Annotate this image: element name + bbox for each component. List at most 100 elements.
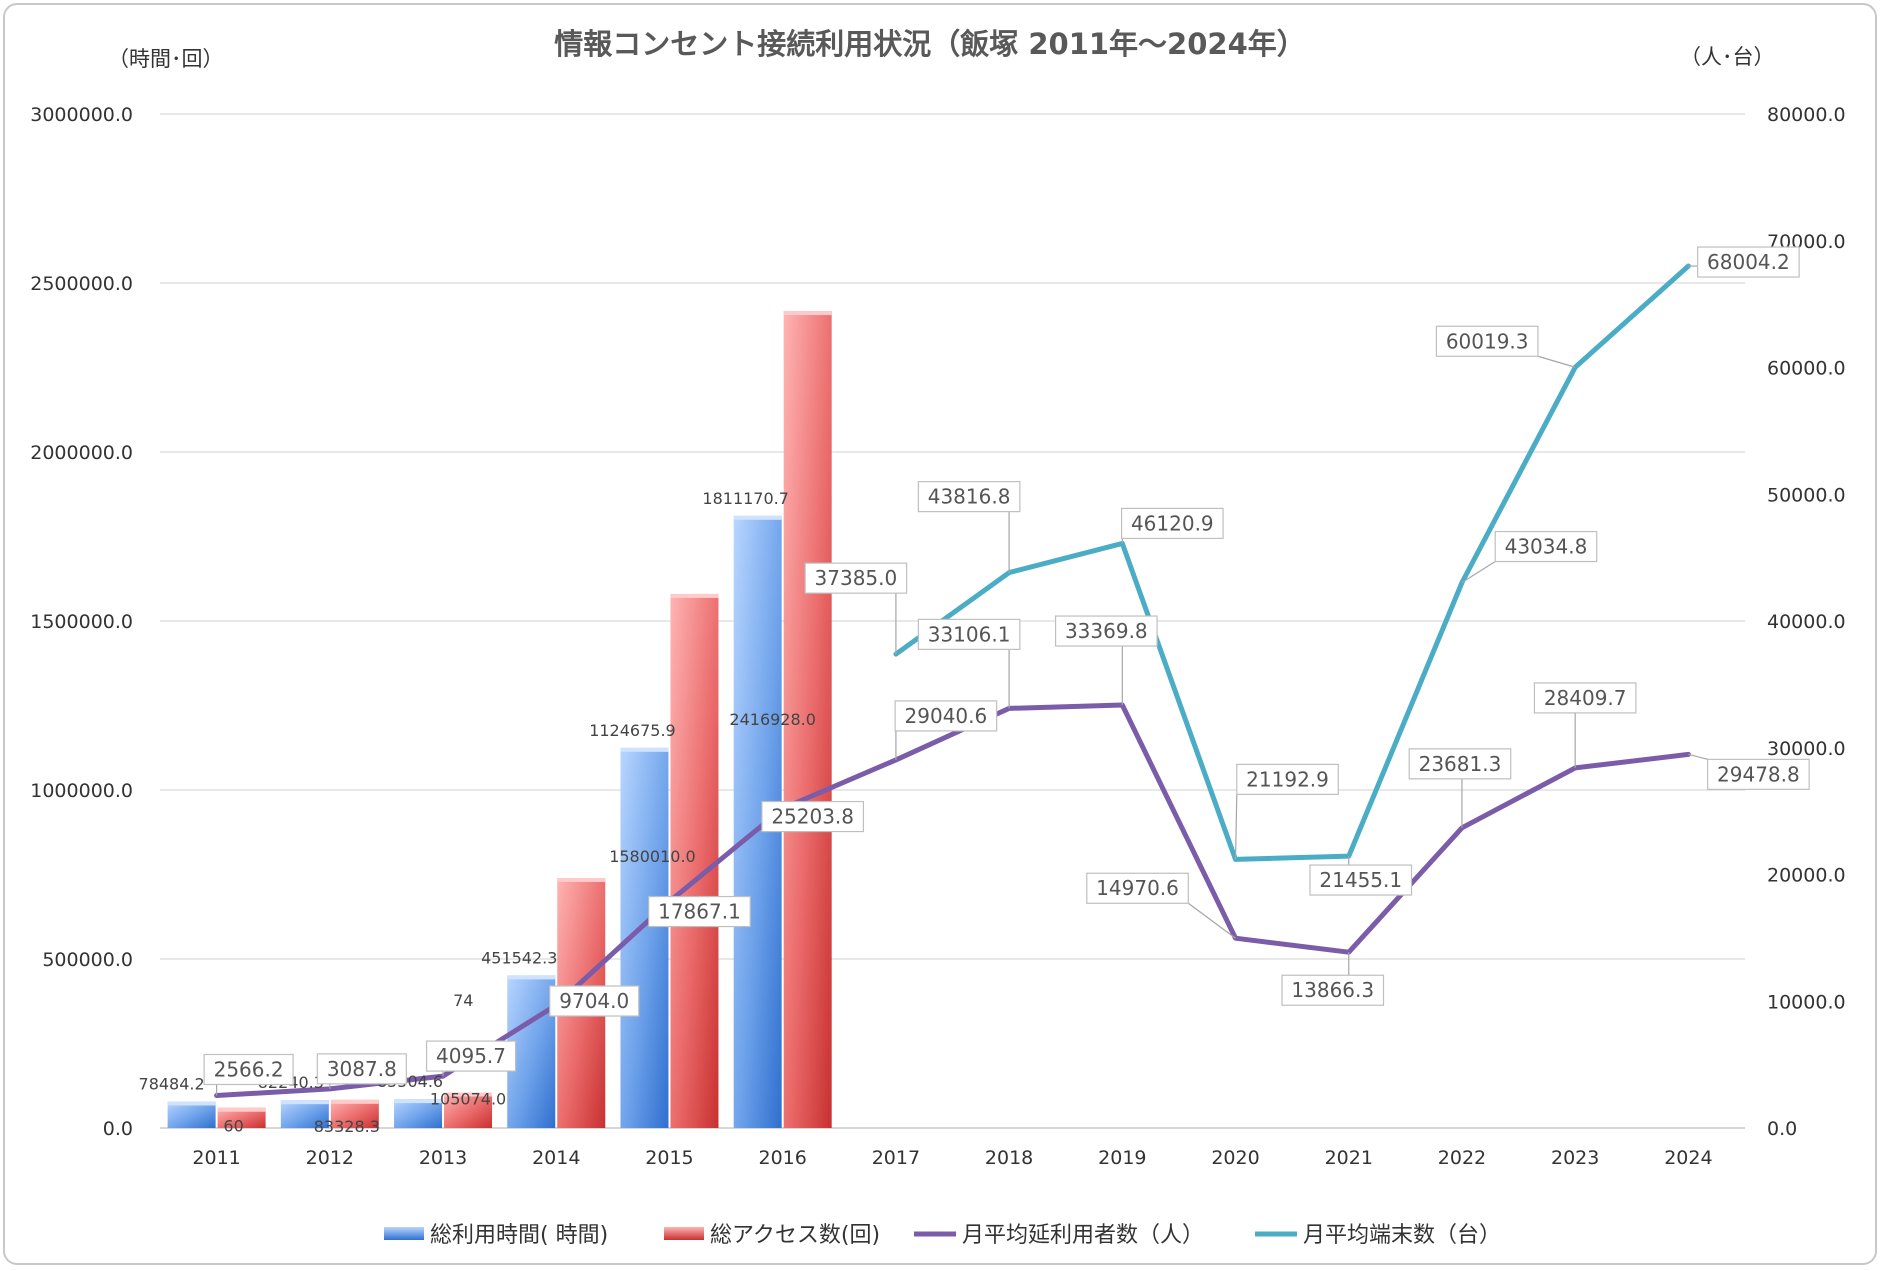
legend-label-monthly-terminals: 月平均端末数（台） xyxy=(1303,1223,1501,1248)
callout-box xyxy=(917,618,1021,650)
callout-box xyxy=(894,700,998,732)
bar-total-hours xyxy=(280,1100,329,1128)
callout-box xyxy=(1408,748,1512,780)
legend-swatch-total-access xyxy=(664,1227,704,1240)
bar-data-label: 74 xyxy=(453,991,473,1010)
x-tick-label: 2022 xyxy=(1438,1147,1486,1169)
bar-series xyxy=(167,311,832,1128)
line-monthly-terminals xyxy=(893,263,1691,862)
x-tick-label: 2020 xyxy=(1211,1147,1259,1169)
bar-top-highlight xyxy=(330,1099,379,1104)
callout-box xyxy=(648,895,751,928)
line-data-label: 21192.9 xyxy=(1246,767,1329,791)
x-tick-label: 2019 xyxy=(1098,1147,1146,1169)
line-data-label: 23681.3 xyxy=(1419,752,1502,776)
bar-data-label: 83328.3 xyxy=(314,1117,380,1136)
line-data-label: 33106.1 xyxy=(928,622,1011,646)
legend-label-total-access: 総アクセス数(回) xyxy=(710,1223,880,1248)
x-tick-label: 2015 xyxy=(645,1147,693,1169)
bar-data-label: 1580010.0 xyxy=(609,847,696,866)
callout-box xyxy=(804,562,908,594)
line-data-label: 29478.8 xyxy=(1717,762,1800,786)
right-axis-ticks: 0.0 10000.0 20000.0 30000.0 40000.0 50000.0 60… xyxy=(1767,104,1846,1140)
line-data-label: 2566.2 xyxy=(214,1057,284,1081)
right-tick-label: 30000.0 xyxy=(1767,738,1846,760)
x-tick-label: 2011 xyxy=(192,1147,240,1169)
x-tick-label: 2018 xyxy=(985,1147,1033,1169)
callout-box xyxy=(1086,872,1189,904)
bar-total-access xyxy=(330,1099,379,1128)
right-tick-label: 60000.0 xyxy=(1767,358,1846,380)
line-data-label: 13866.3 xyxy=(1291,978,1374,1002)
chart-title: 情報コンセント接続利用状況（飯塚 2011年～2024年） xyxy=(554,27,1306,61)
right-tick-label: 80000.0 xyxy=(1767,104,1846,126)
line-data-label: 4095.7 xyxy=(436,1044,506,1068)
callout-box xyxy=(1120,507,1224,540)
line-data-label: 3087.8 xyxy=(327,1057,397,1081)
x-tick-label: 2021 xyxy=(1325,1147,1373,1169)
bar-top-highlight xyxy=(217,1107,266,1112)
bar-top-highlight xyxy=(444,1092,493,1097)
x-axis-ticks: 2011 2012 2013 2014 2015 2016 2017 2018 2019 2020… xyxy=(192,1147,1712,1169)
bar-total-access xyxy=(670,593,719,1128)
bar-total-access xyxy=(217,1107,266,1128)
bar-total-access xyxy=(444,1092,493,1128)
line-data-label: 21455.1 xyxy=(1319,868,1402,892)
bar-data-label: 451542.3 xyxy=(481,948,557,967)
bar-top-highlight xyxy=(280,1100,329,1105)
left-axis-unit: （時間･回） xyxy=(108,47,224,71)
left-tick-label: 3000000.0 xyxy=(30,104,133,126)
bar-data-label: 105074.0 xyxy=(430,1089,506,1108)
right-tick-label: 50000.0 xyxy=(1767,484,1846,506)
line-series xyxy=(214,263,1691,1098)
bar-data-labels: 78484.282240.385504.6451542.31124675.918… xyxy=(139,489,816,1136)
line-data-label: 43816.8 xyxy=(928,485,1011,509)
callout-box xyxy=(316,1053,407,1085)
callout-leader xyxy=(1688,753,1708,760)
left-axis-ticks: 0.0 500000.0 1000000.0 1500000.0 2000000.0 25… xyxy=(30,104,133,1140)
right-tick-label: 20000.0 xyxy=(1767,865,1846,887)
line-data-label: 37385.0 xyxy=(815,566,898,590)
left-tick-label: 1000000.0 xyxy=(30,780,133,802)
callout-box xyxy=(1494,530,1598,563)
callout-leader xyxy=(1187,902,1236,939)
callout-box xyxy=(203,1053,294,1086)
bar-data-label: 60 xyxy=(223,1117,243,1136)
x-tick-label: 2024 xyxy=(1664,1147,1712,1169)
callout-box xyxy=(1533,682,1637,714)
bar-top-highlight xyxy=(507,975,556,980)
callout-leader xyxy=(1537,355,1576,368)
line-data-labels: 2566.2 3087.8 4095.7 9704.0 17867.1 25203.8 29… xyxy=(203,246,1810,1096)
line-data-label: 14970.6 xyxy=(1096,876,1179,900)
bar-total-hours xyxy=(167,1101,216,1128)
line-data-label: 46120.9 xyxy=(1131,511,1214,535)
callout-box xyxy=(1697,246,1800,278)
right-tick-label: 0.0 xyxy=(1767,1118,1797,1140)
x-tick-label: 2013 xyxy=(419,1147,467,1169)
x-tick-label: 2014 xyxy=(532,1147,580,1169)
bar-total-hours xyxy=(394,1099,443,1128)
legend-label-monthly-users: 月平均延利用者数（人） xyxy=(962,1223,1204,1248)
callout-box xyxy=(917,481,1021,513)
callout-leader xyxy=(1234,794,1238,860)
callout-box xyxy=(1054,615,1158,647)
callout-box xyxy=(425,1040,517,1072)
bar-total-access xyxy=(783,311,832,1128)
bar-top-highlight xyxy=(557,877,606,882)
legend-label-total-hours: 総利用時間( 時間) xyxy=(430,1223,608,1248)
x-tick-label: 2016 xyxy=(758,1147,806,1169)
bar-top-highlight xyxy=(620,747,669,752)
line-data-label: 68004.2 xyxy=(1707,250,1790,274)
legend: 総利用時間( 時間) 総アクセス数(回) 月平均延利用者数（人） 月平均端末数（… xyxy=(384,1223,1501,1248)
callout-box xyxy=(761,800,865,833)
line-data-label: 17867.1 xyxy=(658,900,741,924)
line-data-label: 9704.0 xyxy=(559,989,629,1013)
x-tick-label: 2012 xyxy=(306,1147,354,1169)
x-tick-label: 2017 xyxy=(872,1147,920,1169)
bar-top-highlight xyxy=(670,593,719,598)
line-data-label: 43034.8 xyxy=(1505,535,1588,559)
left-tick-label: 500000.0 xyxy=(42,949,133,971)
bar-top-highlight xyxy=(167,1101,216,1106)
callout-box xyxy=(1236,763,1339,795)
